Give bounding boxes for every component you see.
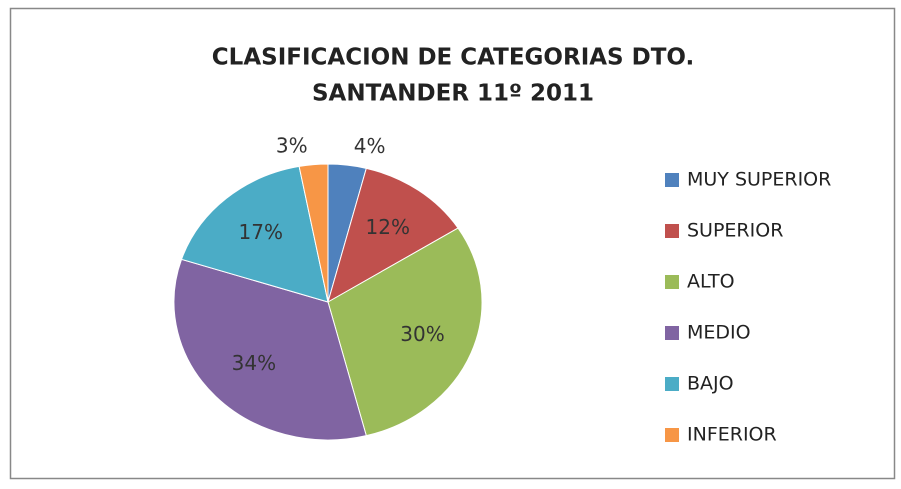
legend-swatch <box>665 224 679 238</box>
legend-label: SUPERIOR <box>687 220 783 242</box>
legend-label: BAJO <box>687 373 734 395</box>
data-label: 12% <box>366 215 410 239</box>
chart-title: SANTANDER 11º 2011 <box>312 81 594 107</box>
legend-label: ALTO <box>687 271 735 293</box>
legend-swatch <box>665 428 679 442</box>
legend-label: MUY SUPERIOR <box>687 169 831 191</box>
legend-swatch <box>665 377 679 391</box>
pie-slice <box>298 163 329 303</box>
legend-swatch <box>665 173 679 187</box>
pie-slice <box>327 167 459 304</box>
data-label: 4% <box>354 134 386 158</box>
legend-swatch <box>665 326 679 340</box>
chart-title: CLASIFICACION DE CATEGORIAS DTO. <box>212 45 694 71</box>
legend-swatch <box>665 275 679 289</box>
pie-slice <box>327 227 483 437</box>
pie-slice <box>173 258 367 441</box>
pie-slice <box>180 165 329 303</box>
data-label: 30% <box>400 322 444 346</box>
legend-label: MEDIO <box>687 322 751 344</box>
data-label: 34% <box>232 351 276 375</box>
data-label: 17% <box>239 220 283 244</box>
data-label: 3% <box>276 133 308 157</box>
legend-label: INFERIOR <box>687 424 777 446</box>
